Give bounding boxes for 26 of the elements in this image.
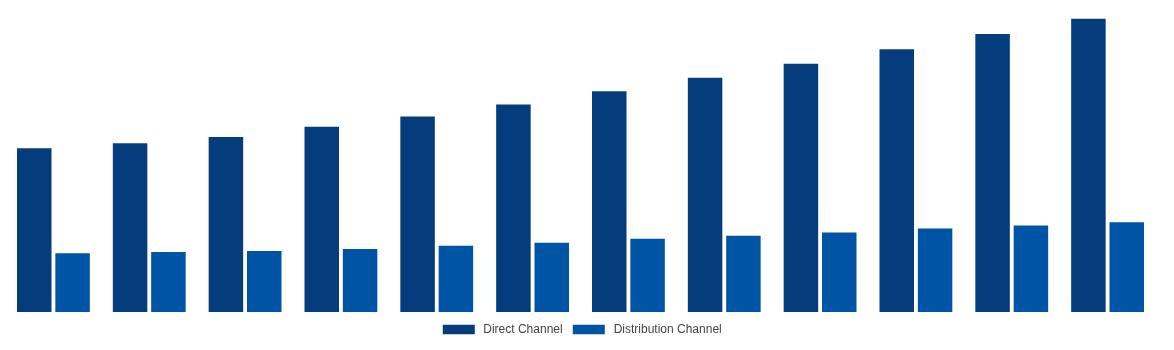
bar: [1109, 222, 1144, 313]
bar: [592, 91, 627, 313]
bar: [247, 251, 282, 313]
bar: [55, 253, 90, 313]
bar: [879, 49, 914, 313]
bar: [400, 116, 435, 313]
bar: [17, 148, 52, 313]
bar: [342, 249, 378, 313]
legend-label: Distribution Channel: [613, 322, 722, 336]
bar: [534, 242, 569, 313]
bar: [151, 251, 186, 313]
bar: [783, 63, 819, 313]
bar: [630, 238, 665, 313]
legend-label: Direct Channel: [483, 322, 563, 336]
bar: [917, 228, 953, 313]
bar: [304, 126, 339, 313]
bar: [726, 235, 761, 313]
bar: [1013, 225, 1049, 313]
bar: [496, 104, 531, 313]
bar: [112, 143, 148, 313]
bar: [687, 77, 723, 313]
bar: [822, 232, 857, 313]
bar: [1071, 18, 1106, 313]
bar: [438, 245, 474, 313]
bar: [975, 34, 1010, 313]
bar: [208, 136, 244, 313]
